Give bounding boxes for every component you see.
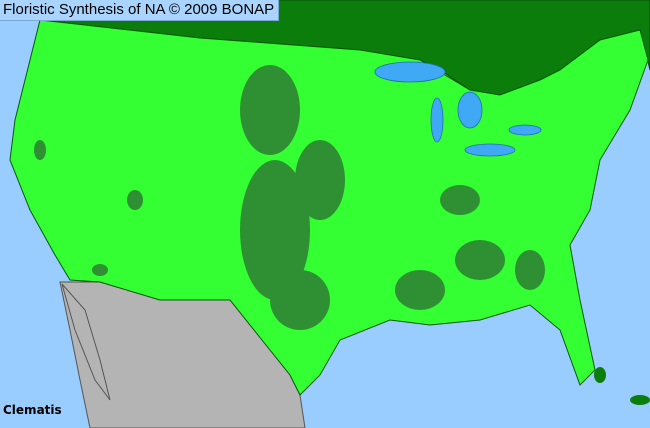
map-title: Floristic Synthesis of NA © 2009 BONAP [0, 0, 280, 21]
taxon-label: Clematis [3, 403, 62, 417]
great-lakes [374, 61, 542, 157]
caribbean-islands [594, 367, 650, 405]
dark-county-clusters [34, 65, 545, 330]
baja-peninsula [61, 283, 111, 401]
